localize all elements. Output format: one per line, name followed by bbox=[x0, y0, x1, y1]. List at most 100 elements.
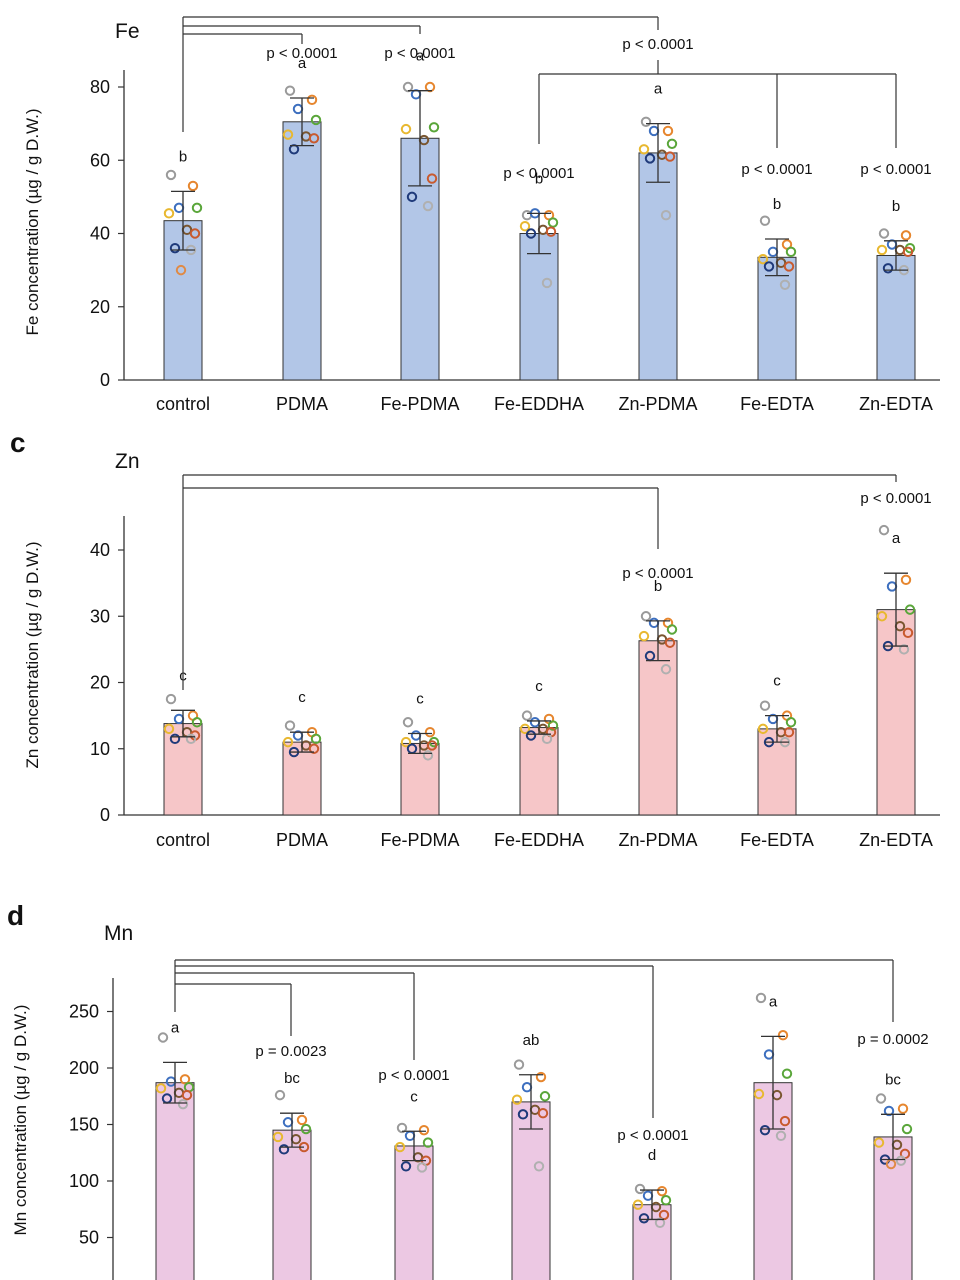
significance-letter: c bbox=[773, 673, 781, 690]
data-point bbox=[781, 1068, 793, 1079]
bar-zn-edta bbox=[876, 254, 916, 381]
data-point bbox=[886, 239, 898, 250]
category-label: control bbox=[156, 830, 210, 850]
y-axis-label: Zn concentration (µg / g D.W.) bbox=[23, 541, 42, 768]
data-point bbox=[656, 1185, 668, 1197]
data-point bbox=[775, 1130, 787, 1142]
data-point bbox=[755, 992, 767, 1004]
category-label: PDMA bbox=[276, 830, 328, 850]
data-point bbox=[410, 730, 422, 741]
category-label: Zn-PDMA bbox=[618, 394, 697, 414]
data-point bbox=[274, 1089, 286, 1101]
data-point bbox=[426, 740, 438, 751]
data-point bbox=[272, 1131, 284, 1143]
data-point bbox=[897, 1103, 909, 1114]
zn-panel: c Zn Zn concentration (µg / g D.W.) 0 10 20 30… bbox=[10, 427, 940, 850]
data-point bbox=[191, 202, 203, 214]
y-tick-label: 200 bbox=[69, 1058, 99, 1078]
data-point bbox=[400, 736, 412, 748]
data-point bbox=[169, 733, 181, 745]
significance-letter: a bbox=[769, 993, 778, 1010]
data-point bbox=[537, 1108, 549, 1119]
panel-letter: d bbox=[7, 900, 24, 931]
p-value-label: p < 0.0001 bbox=[617, 1127, 688, 1144]
data-point bbox=[189, 228, 201, 239]
data-point bbox=[763, 261, 775, 272]
data-point bbox=[155, 1083, 167, 1094]
significance-letter: a bbox=[298, 55, 307, 72]
data-point bbox=[640, 116, 652, 127]
data-point bbox=[878, 228, 890, 239]
data-point bbox=[900, 230, 912, 241]
data-point bbox=[662, 125, 674, 137]
p-value-label: p = 0.0002 bbox=[857, 1031, 928, 1048]
data-point bbox=[783, 726, 795, 738]
data-point bbox=[191, 717, 203, 728]
data-point bbox=[179, 1074, 191, 1085]
data-point bbox=[521, 1082, 533, 1093]
data-point bbox=[163, 723, 175, 735]
panel-title: Mn bbox=[104, 922, 133, 945]
data-point bbox=[900, 574, 912, 586]
data-point bbox=[753, 1088, 765, 1100]
bar-fe-eddha bbox=[519, 727, 559, 816]
data-point bbox=[424, 726, 436, 738]
data-point bbox=[187, 180, 199, 192]
data-point bbox=[785, 246, 797, 258]
data-point bbox=[666, 624, 678, 635]
data-point bbox=[660, 1195, 672, 1206]
data-point bbox=[638, 144, 650, 155]
significance-letter: c bbox=[410, 1088, 418, 1105]
data-point bbox=[306, 94, 318, 106]
bar-pdma bbox=[282, 121, 322, 381]
y-tick-label: 150 bbox=[69, 1115, 99, 1135]
category-label: Zn-EDTA bbox=[859, 394, 933, 414]
y-axis-label: Fe concentration (µg / g D.W.) bbox=[23, 108, 42, 335]
data-point bbox=[777, 1030, 789, 1041]
data-point bbox=[904, 604, 916, 615]
data-point bbox=[282, 129, 294, 140]
data-point bbox=[873, 1137, 885, 1148]
category-label: Fe-EDDHA bbox=[494, 830, 584, 850]
p-value-label: p < 0.0001 bbox=[384, 45, 455, 62]
data-point bbox=[533, 1161, 545, 1172]
p-value-label: p < 0.0001 bbox=[622, 36, 693, 53]
data-point bbox=[519, 220, 531, 232]
category-label: Zn-EDTA bbox=[859, 830, 933, 850]
data-point bbox=[300, 1123, 312, 1135]
data-point bbox=[177, 1098, 189, 1110]
y-tick-label: 30 bbox=[90, 606, 110, 626]
data-point bbox=[165, 169, 177, 181]
p-value-label: p < 0.0001 bbox=[503, 165, 574, 182]
bar-fe-pdma bbox=[394, 1145, 434, 1280]
significance-letter: b bbox=[654, 578, 662, 595]
y-tick-label: 10 bbox=[90, 739, 110, 759]
data-point bbox=[644, 153, 656, 164]
data-point bbox=[402, 81, 414, 93]
data-point bbox=[525, 730, 537, 741]
bar-pdma bbox=[272, 1129, 312, 1280]
significance-letter: a bbox=[654, 81, 663, 98]
data-point bbox=[638, 1213, 650, 1224]
bar-control bbox=[155, 1082, 195, 1280]
data-point bbox=[535, 1071, 547, 1083]
p-value-label: p < 0.0001 bbox=[266, 45, 337, 62]
data-point bbox=[517, 1109, 529, 1120]
significance-letter: a bbox=[171, 1019, 180, 1036]
p-value-label: p < 0.0001 bbox=[860, 161, 931, 178]
data-point bbox=[547, 720, 559, 731]
y-tick-label: 80 bbox=[90, 77, 110, 97]
data-point bbox=[521, 710, 533, 721]
p-value-label: p < 0.0001 bbox=[860, 490, 931, 507]
data-point bbox=[422, 200, 434, 212]
data-point bbox=[902, 246, 914, 258]
data-point bbox=[282, 1117, 294, 1128]
data-point bbox=[422, 1137, 434, 1148]
data-point bbox=[396, 1122, 408, 1134]
y-tick-label: 50 bbox=[79, 1228, 99, 1248]
data-point bbox=[638, 630, 650, 642]
bar-fe-edta bbox=[757, 256, 797, 381]
data-point bbox=[394, 1141, 406, 1153]
significance-letter: c bbox=[298, 689, 306, 706]
significance-letter: bc bbox=[284, 1070, 300, 1087]
